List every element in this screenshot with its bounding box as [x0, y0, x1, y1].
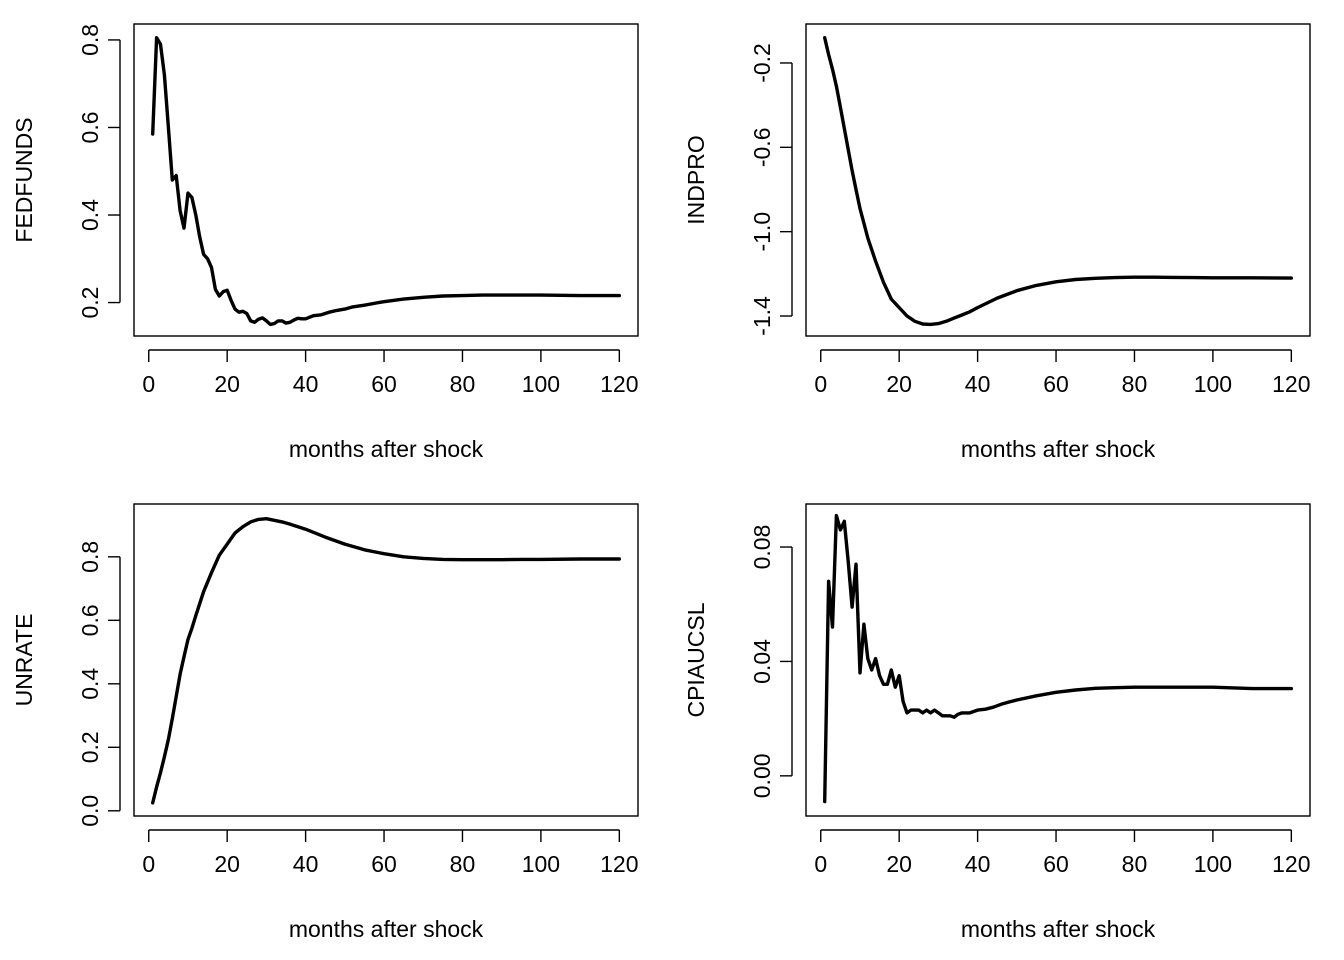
series-line: [823, 513, 1294, 804]
x-tick-label: 40: [293, 371, 319, 397]
x-tick-label: 80: [450, 851, 476, 877]
x-axis-title: months after shock: [961, 916, 1156, 942]
x-tick-label: 120: [1272, 851, 1310, 877]
y-tick-label: 0.2: [77, 287, 103, 319]
y-tick-label: 0.00: [749, 753, 775, 798]
series-line: [150, 517, 621, 805]
x-tick-label: 0: [814, 371, 827, 397]
x-tick-label: 0: [814, 851, 827, 877]
y-axis-title: CPIAUCSL: [683, 602, 709, 717]
y-tick-label: 0.8: [77, 541, 103, 573]
x-tick-label: 20: [214, 851, 240, 877]
plot-frame: [805, 23, 1311, 337]
x-tick-label: 60: [1043, 851, 1069, 877]
x-tick-label: 60: [371, 851, 397, 877]
x-tick-label: 100: [1194, 371, 1232, 397]
y-tick-label: -1.0: [749, 212, 775, 252]
y-tick-label: 0.4: [77, 199, 103, 231]
y-tick-label: 0.04: [749, 639, 775, 684]
plot-frame: [133, 503, 639, 817]
x-tick-label: 40: [293, 851, 319, 877]
x-tick-label: 80: [450, 371, 476, 397]
y-tick-label: -0.6: [749, 127, 775, 167]
y-tick-label: 0.08: [749, 525, 775, 570]
x-tick-label: 60: [371, 371, 397, 397]
x-tick-label: 60: [1043, 371, 1069, 397]
y-axis-title: INDPRO: [683, 135, 709, 224]
series-line: [150, 36, 621, 327]
y-tick-label: -0.2: [749, 43, 775, 83]
x-tick-label: 0: [142, 371, 155, 397]
x-tick-label: 80: [1122, 371, 1148, 397]
x-tick-label: 20: [886, 371, 912, 397]
panel-cpiaucsl: months after shock CPIAUCSL 0 20 40 60 80 100…: [683, 503, 1311, 942]
plot-frame: [133, 23, 639, 337]
x-tick-label: 0: [142, 851, 155, 877]
x-axis-title: months after shock: [289, 916, 484, 942]
y-tick-label: 0.8: [77, 24, 103, 56]
x-tick-label: 80: [1122, 851, 1148, 877]
series-line: [823, 36, 1294, 327]
x-tick-label: 120: [600, 371, 638, 397]
x-tick-label: 100: [522, 851, 560, 877]
plot-frame: [805, 503, 1311, 817]
y-axis-title: UNRATE: [11, 614, 37, 707]
y-tick-label: 0.4: [77, 668, 103, 700]
y-tick-label: 0.0: [77, 795, 103, 827]
x-axis-title: months after shock: [961, 436, 1156, 462]
x-tick-label: 40: [965, 851, 991, 877]
panel-indpro: months after shock INDPRO 0 20 40 60 80 100 12…: [683, 23, 1311, 462]
panel-unrate: months after shock UNRATE 0 20 40 60 80 100 12…: [11, 503, 639, 942]
x-tick-label: 100: [1194, 851, 1232, 877]
x-axis-title: months after shock: [289, 436, 484, 462]
x-tick-label: 40: [965, 371, 991, 397]
y-tick-label: 0.2: [77, 731, 103, 763]
x-tick-label: 100: [522, 371, 560, 397]
y-tick-label: -1.4: [749, 296, 775, 336]
x-tick-label: 20: [886, 851, 912, 877]
y-tick-label: 0.6: [77, 111, 103, 143]
x-tick-label: 120: [1272, 371, 1310, 397]
x-tick-label: 120: [600, 851, 638, 877]
x-tick-label: 20: [214, 371, 240, 397]
y-tick-label: 0.6: [77, 604, 103, 636]
panel-fedfunds: months after shock FEDFUNDS 0 20 40 60 80 100…: [11, 23, 639, 462]
y-axis-title: FEDFUNDS: [11, 117, 37, 242]
